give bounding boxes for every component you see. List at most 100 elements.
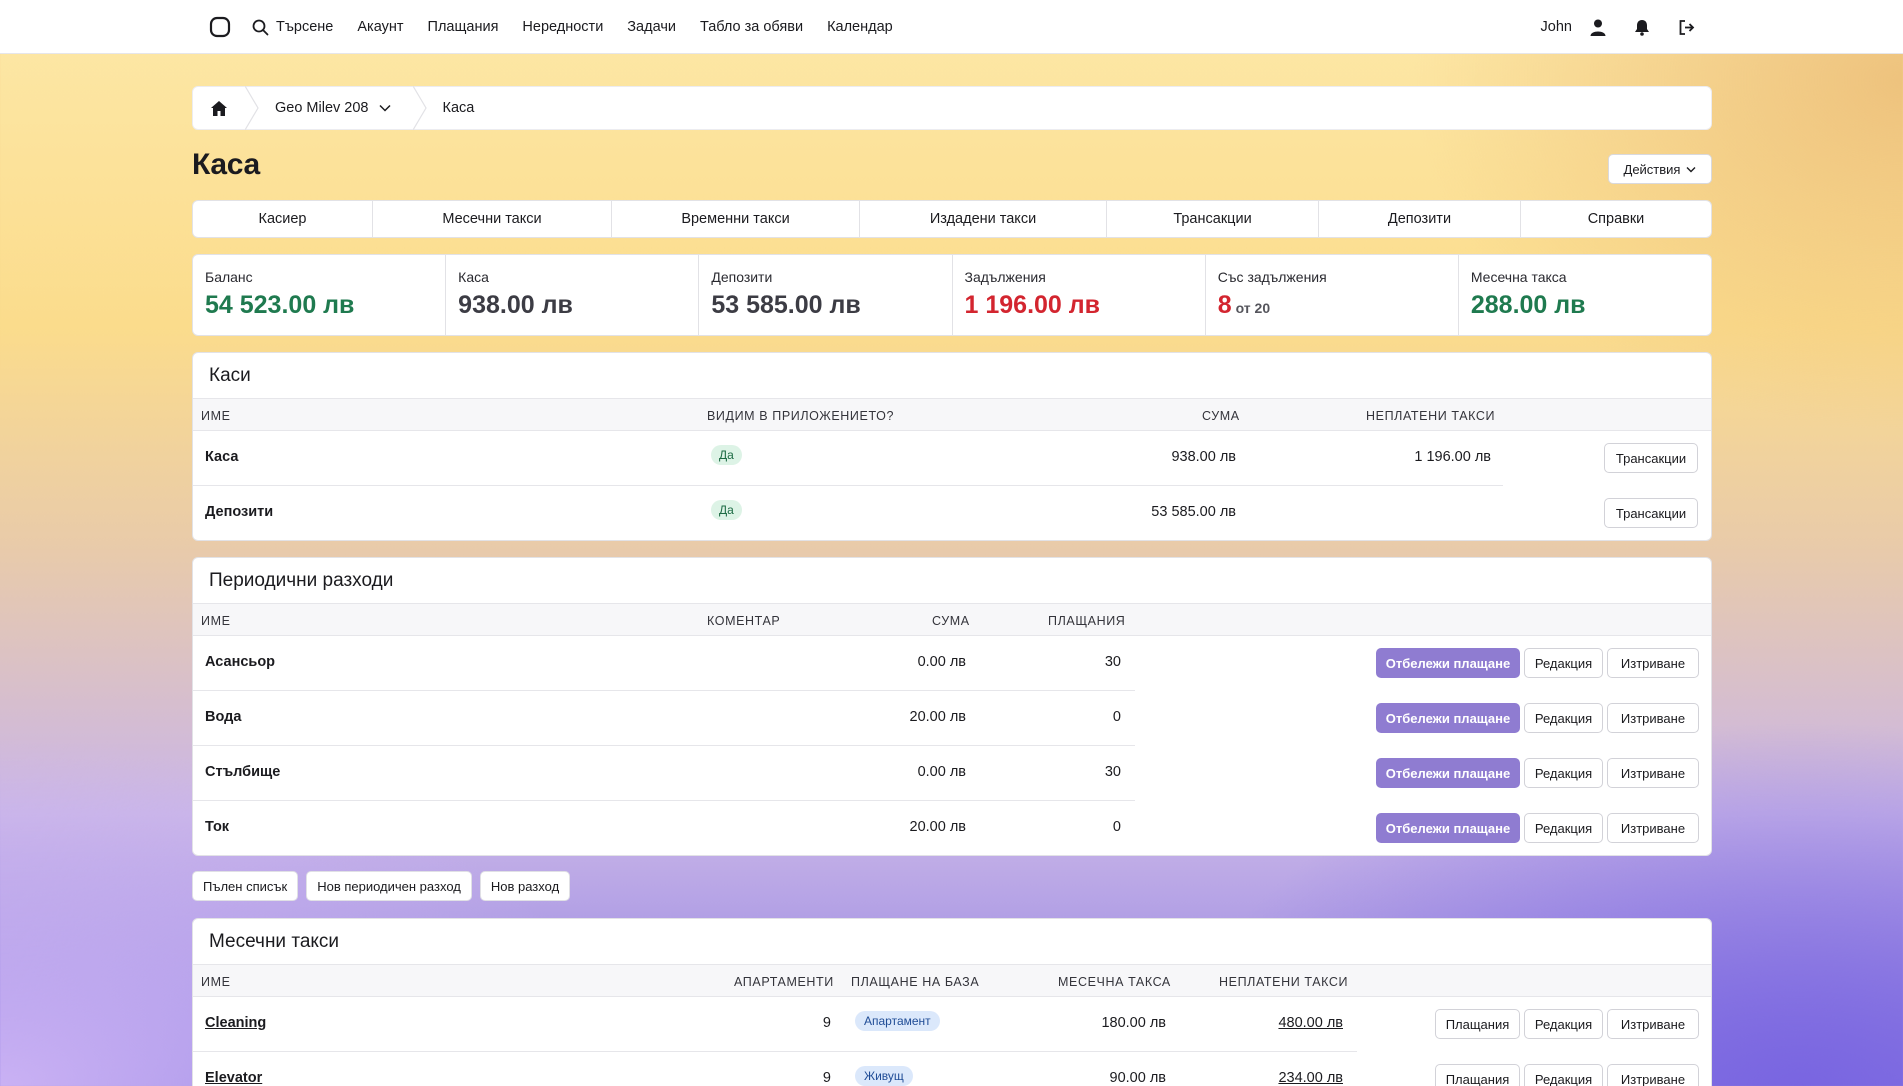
edit-button[interactable]: Редакция bbox=[1524, 758, 1603, 788]
stat-value: 53 585.00 лв bbox=[711, 291, 861, 319]
mark-payment-button[interactable]: Отбележи плащане bbox=[1376, 813, 1520, 843]
stats-bar: Баланс 54 523.00 лв Каса 938.00 лв Депоз… bbox=[192, 254, 1712, 336]
cashboxes-card: Каси ИМЕ ВИДИМ В ПРИЛОЖЕНИЕТО? СУМА НЕПЛ… bbox=[192, 352, 1712, 541]
delete-button[interactable]: Изтриване bbox=[1607, 758, 1699, 788]
row-payments: 30 bbox=[1104, 764, 1121, 780]
col-amount: СУМА bbox=[1202, 409, 1240, 423]
col-amount: СУМА bbox=[932, 614, 970, 628]
nav-account[interactable]: Акаунт bbox=[357, 19, 404, 35]
stat-label: Депозити bbox=[711, 269, 773, 285]
new-periodic-expense-button[interactable]: Нов периодичен разход bbox=[306, 871, 472, 901]
card-title: Месечни такси bbox=[209, 930, 340, 952]
search-icon bbox=[252, 19, 269, 36]
col-basis: ПЛАЩАНЕ НА БАЗА bbox=[851, 975, 980, 989]
tab-issued-fees[interactable]: Издадени такси bbox=[860, 201, 1107, 237]
unpaid-link[interactable]: 480.00 лв bbox=[1278, 1015, 1343, 1031]
row-divider bbox=[193, 745, 1135, 746]
visible-badge: Да bbox=[711, 445, 742, 465]
delete-button[interactable]: Изтриване bbox=[1607, 1064, 1699, 1086]
tab-cashier[interactable]: Касиер bbox=[193, 201, 373, 237]
periodic-actions: Пълен списък Нов периодичен разход Нов р… bbox=[192, 871, 1712, 901]
actions-label: Действия bbox=[1623, 161, 1681, 177]
col-name: ИМЕ bbox=[201, 975, 231, 989]
mark-payment-button[interactable]: Отбележи плащане bbox=[1376, 758, 1520, 788]
chevron-down-icon bbox=[378, 104, 391, 112]
nav-tasks[interactable]: Задачи bbox=[627, 19, 676, 35]
stat-monthly-fee: Месечна такса 288.00 лв bbox=[1459, 255, 1711, 335]
app-logo-icon[interactable] bbox=[208, 15, 232, 39]
table-row: Cleaning 9 Апартамент 180.00 лв 480.00 л… bbox=[193, 997, 1711, 1052]
table-header: ИМЕ ВИДИМ В ПРИЛОЖЕНИЕТО? СУМА НЕПЛАТЕНИ… bbox=[193, 398, 1711, 431]
nav-issues[interactable]: Нередности bbox=[522, 19, 604, 35]
breadcrumb-separator bbox=[412, 86, 427, 130]
stat-obligations: Задължения 1 196.00 лв bbox=[953, 255, 1206, 335]
delete-button[interactable]: Изтриване bbox=[1607, 703, 1699, 733]
user-name[interactable]: John bbox=[1540, 19, 1572, 35]
breadcrumb-building[interactable]: Geo Milev 208 bbox=[259, 86, 407, 130]
col-visible: ВИДИМ В ПРИЛОЖЕНИЕТО? bbox=[707, 409, 895, 423]
row-monthly-fee: 90.00 лв bbox=[1109, 1070, 1166, 1086]
row-payments: 0 bbox=[1112, 709, 1121, 725]
logout-icon[interactable] bbox=[1678, 19, 1695, 36]
row-name: Ток bbox=[205, 819, 230, 835]
transactions-button[interactable]: Трансакции bbox=[1604, 443, 1698, 473]
fee-name-link[interactable]: Cleaning bbox=[205, 1015, 267, 1031]
table-row: Каса Да 938.00 лв 1 196.00 лв Трансакции bbox=[193, 431, 1711, 486]
mark-payment-button[interactable]: Отбележи плащане bbox=[1376, 703, 1520, 733]
edit-button[interactable]: Редакция bbox=[1524, 648, 1603, 678]
nav-payments[interactable]: Плащания bbox=[427, 19, 499, 35]
edit-button[interactable]: Редакция bbox=[1524, 1009, 1603, 1039]
payments-button[interactable]: Плащания bbox=[1435, 1064, 1520, 1086]
stat-value: 938.00 лв bbox=[458, 291, 573, 319]
tab-monthly-fees[interactable]: Месечни такси bbox=[373, 201, 612, 237]
col-name: ИМЕ bbox=[201, 409, 231, 423]
breadcrumb-home[interactable] bbox=[193, 86, 245, 130]
tab-transactions[interactable]: Трансакции bbox=[1107, 201, 1319, 237]
stat-label: Задължения bbox=[964, 269, 1046, 285]
bell-icon[interactable] bbox=[1634, 19, 1650, 36]
stat-label: Със задължения bbox=[1217, 269, 1327, 285]
section-tabs: Касиер Месечни такси Временни такси Изда… bbox=[192, 200, 1712, 238]
table-row: Ток 20.00 лв 0 Отбележи плащане Редакция… bbox=[193, 801, 1711, 855]
nav-search[interactable]: Търсене bbox=[252, 19, 333, 36]
row-payments: 0 bbox=[1112, 819, 1121, 835]
delete-button[interactable]: Изтриване bbox=[1607, 1009, 1699, 1039]
nav-bulletin-board[interactable]: Табло за обяви bbox=[699, 19, 804, 35]
mark-payment-button[interactable]: Отбележи плащане bbox=[1376, 648, 1520, 678]
table-row: Вода 20.00 лв 0 Отбележи плащане Редакци… bbox=[193, 691, 1711, 746]
basis-cell: Живущ bbox=[855, 1066, 913, 1086]
delete-button[interactable]: Изтриване bbox=[1607, 813, 1699, 843]
top-navbar: Търсене Акаунт Плащания Нередности Задач… bbox=[0, 0, 1903, 54]
unpaid-link[interactable]: 234.00 лв bbox=[1278, 1070, 1343, 1086]
stat-label: Баланс bbox=[205, 269, 253, 285]
fee-name-link[interactable]: Elevator bbox=[205, 1070, 263, 1086]
delete-button[interactable]: Изтриване bbox=[1607, 648, 1699, 678]
breadcrumb-separator bbox=[245, 86, 259, 130]
visible-badge: Да bbox=[711, 500, 742, 520]
tab-deposits[interactable]: Депозити bbox=[1319, 201, 1521, 237]
full-list-button[interactable]: Пълен списък bbox=[192, 871, 299, 901]
table-row: Стълбище 0.00 лв 30 Отбележи плащане Ред… bbox=[193, 746, 1711, 801]
edit-button[interactable]: Редакция bbox=[1524, 703, 1603, 733]
basis-badge: Апартамент bbox=[855, 1011, 940, 1031]
actions-dropdown-button[interactable]: Действия bbox=[1608, 154, 1712, 184]
edit-button[interactable]: Редакция bbox=[1524, 813, 1603, 843]
col-comment: КОМЕНТАР bbox=[707, 614, 781, 628]
transactions-button[interactable]: Трансакции bbox=[1604, 498, 1698, 528]
monthly-fees-card: Месечни такси ИМЕ АПАРТАМЕНТИ ПЛАЩАНЕ НА… bbox=[192, 918, 1712, 1086]
chevron-down-icon bbox=[1686, 166, 1696, 173]
row-divider bbox=[193, 690, 1135, 691]
row-amount: 53 585.00 лв bbox=[1151, 504, 1236, 520]
stat-label: Каса bbox=[458, 269, 489, 285]
user-icon[interactable] bbox=[1590, 19, 1606, 36]
edit-button[interactable]: Редакция bbox=[1524, 1064, 1603, 1086]
nav-calendar[interactable]: Календар bbox=[827, 19, 893, 35]
tab-temporary-fees[interactable]: Временни такси bbox=[612, 201, 860, 237]
stat-deposits: Депозити 53 585.00 лв bbox=[699, 255, 953, 335]
card-title: Периодични разходи bbox=[209, 569, 394, 591]
tab-reports[interactable]: Справки bbox=[1587, 211, 1645, 227]
row-name: Каса bbox=[205, 449, 239, 465]
card-title: Каси bbox=[209, 364, 251, 386]
payments-button[interactable]: Плащания bbox=[1435, 1009, 1520, 1039]
new-expense-button[interactable]: Нов разход bbox=[479, 871, 571, 901]
